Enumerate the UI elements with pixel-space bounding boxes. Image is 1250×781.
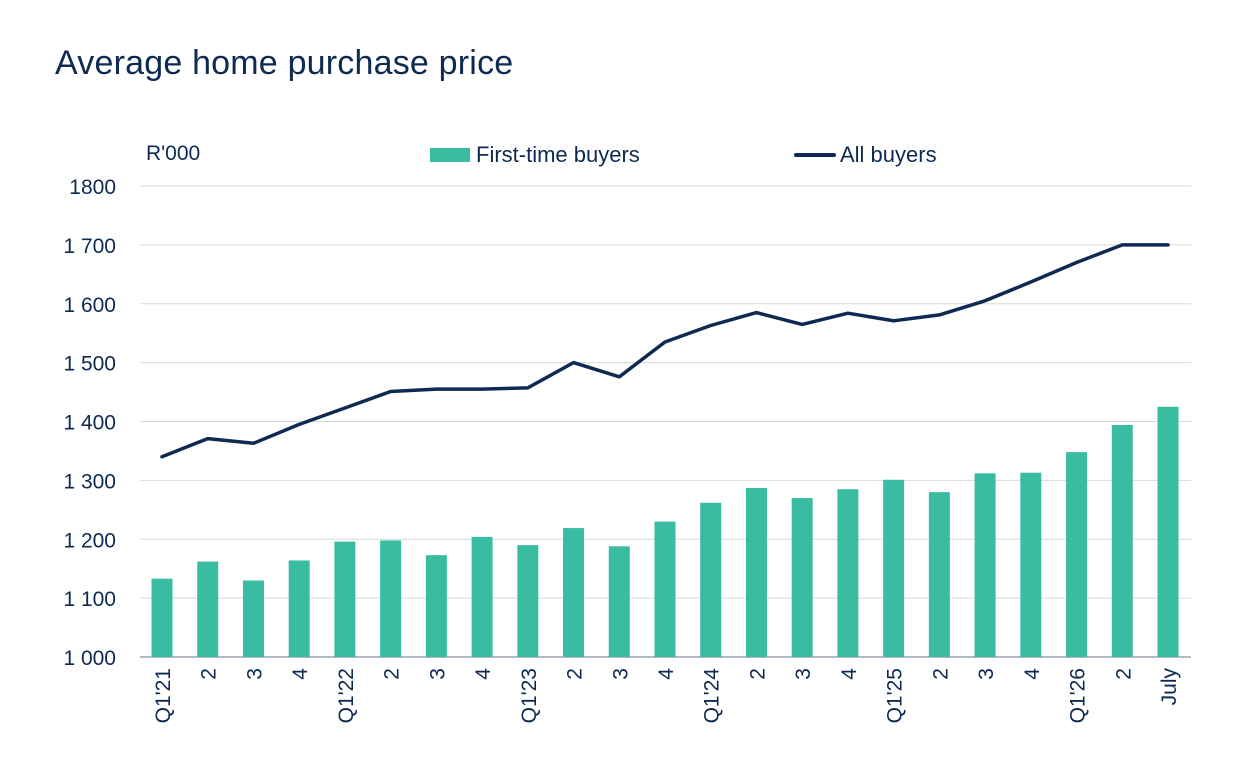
y-tick-label: 1 100 <box>63 588 116 611</box>
bar <box>608 546 630 657</box>
x-tick-label: 3 <box>609 668 632 680</box>
bar <box>928 492 950 657</box>
bar <box>197 561 219 657</box>
x-tick-label: 2 <box>198 668 221 680</box>
x-tick-label: 2 <box>929 668 952 680</box>
y-tick-label: 1 400 <box>63 412 116 435</box>
bar <box>1111 425 1133 657</box>
bar <box>883 479 905 657</box>
x-tick-label: 4 <box>838 668 861 680</box>
x-tick-label: 2 <box>746 668 769 680</box>
y-tick-label: 1 000 <box>63 647 116 670</box>
bar <box>151 578 173 657</box>
x-tick-label: Q1'26 <box>1067 668 1090 723</box>
bar <box>1020 472 1042 657</box>
legend-bar-swatch <box>430 148 470 162</box>
bar <box>745 488 767 657</box>
bar <box>654 521 676 657</box>
x-tick-label: 3 <box>426 668 449 680</box>
bar-series-first-time-buyers <box>151 406 1179 657</box>
bar <box>471 536 493 657</box>
line-series-all-buyers <box>160 243 1170 459</box>
x-tick-label: 3 <box>792 668 815 680</box>
y-tick-label: 1 600 <box>63 294 116 317</box>
legend-all-buyers: All buyers <box>794 142 937 168</box>
bar <box>380 540 402 657</box>
legend-line-swatch <box>794 153 836 157</box>
x-tick-label: Q1'23 <box>518 668 541 723</box>
x-tick-label: Q1'22 <box>335 668 358 723</box>
legend-label-first-time-buyers: First-time buyers <box>476 142 640 167</box>
bar <box>700 502 722 657</box>
bar <box>288 560 310 657</box>
bar <box>1066 452 1088 657</box>
y-tick-label: 1 200 <box>63 529 116 552</box>
x-tick-label: Q1'24 <box>701 668 724 724</box>
y-tick-label: 1 500 <box>63 353 116 376</box>
x-tick-label: 4 <box>472 668 495 680</box>
x-tick-label: 3 <box>975 668 998 680</box>
x-tick-label: 4 <box>655 668 678 680</box>
x-tick-label: Q1'21 <box>152 668 175 723</box>
x-tick-label: 4 <box>289 668 312 680</box>
bar <box>334 541 356 657</box>
legend-first-time-buyers: First-time buyers <box>430 142 640 168</box>
y-tick-label: 1800 <box>69 176 116 199</box>
x-tick-label: Q1'25 <box>884 668 907 723</box>
series-line <box>160 243 1170 459</box>
x-axis: Q1'21 2 3 4 Q1'22 2 3 4 Q1'23 2 3 4 Q1'24 2 3 4 Q1'25 2 3 4… <box>152 668 1181 724</box>
bar <box>242 580 264 657</box>
bar <box>837 489 859 657</box>
bar <box>974 473 996 657</box>
y-tick-label: 1 300 <box>63 470 116 493</box>
bar <box>563 528 585 657</box>
x-tick-label: 2 <box>381 668 404 680</box>
bar <box>1157 406 1179 657</box>
y-tick-label: 1 700 <box>63 235 116 258</box>
x-tick-label: July <box>1158 668 1181 706</box>
chart-title: Average home purchase price <box>55 44 514 82</box>
x-tick-label: 3 <box>243 668 266 680</box>
bar <box>791 498 813 657</box>
bar <box>425 555 447 657</box>
x-tick-label: 2 <box>564 668 587 680</box>
x-tick-label: 4 <box>1021 668 1044 680</box>
bar <box>517 545 539 657</box>
x-tick-label: 2 <box>1112 668 1135 680</box>
y-axis: 1 000 1 100 1 200 1 300 1 400 1 500 1 600 1 700… <box>63 176 116 670</box>
legend-label-all-buyers: All buyers <box>840 142 937 167</box>
y-unit-label: R'000 <box>146 142 201 165</box>
